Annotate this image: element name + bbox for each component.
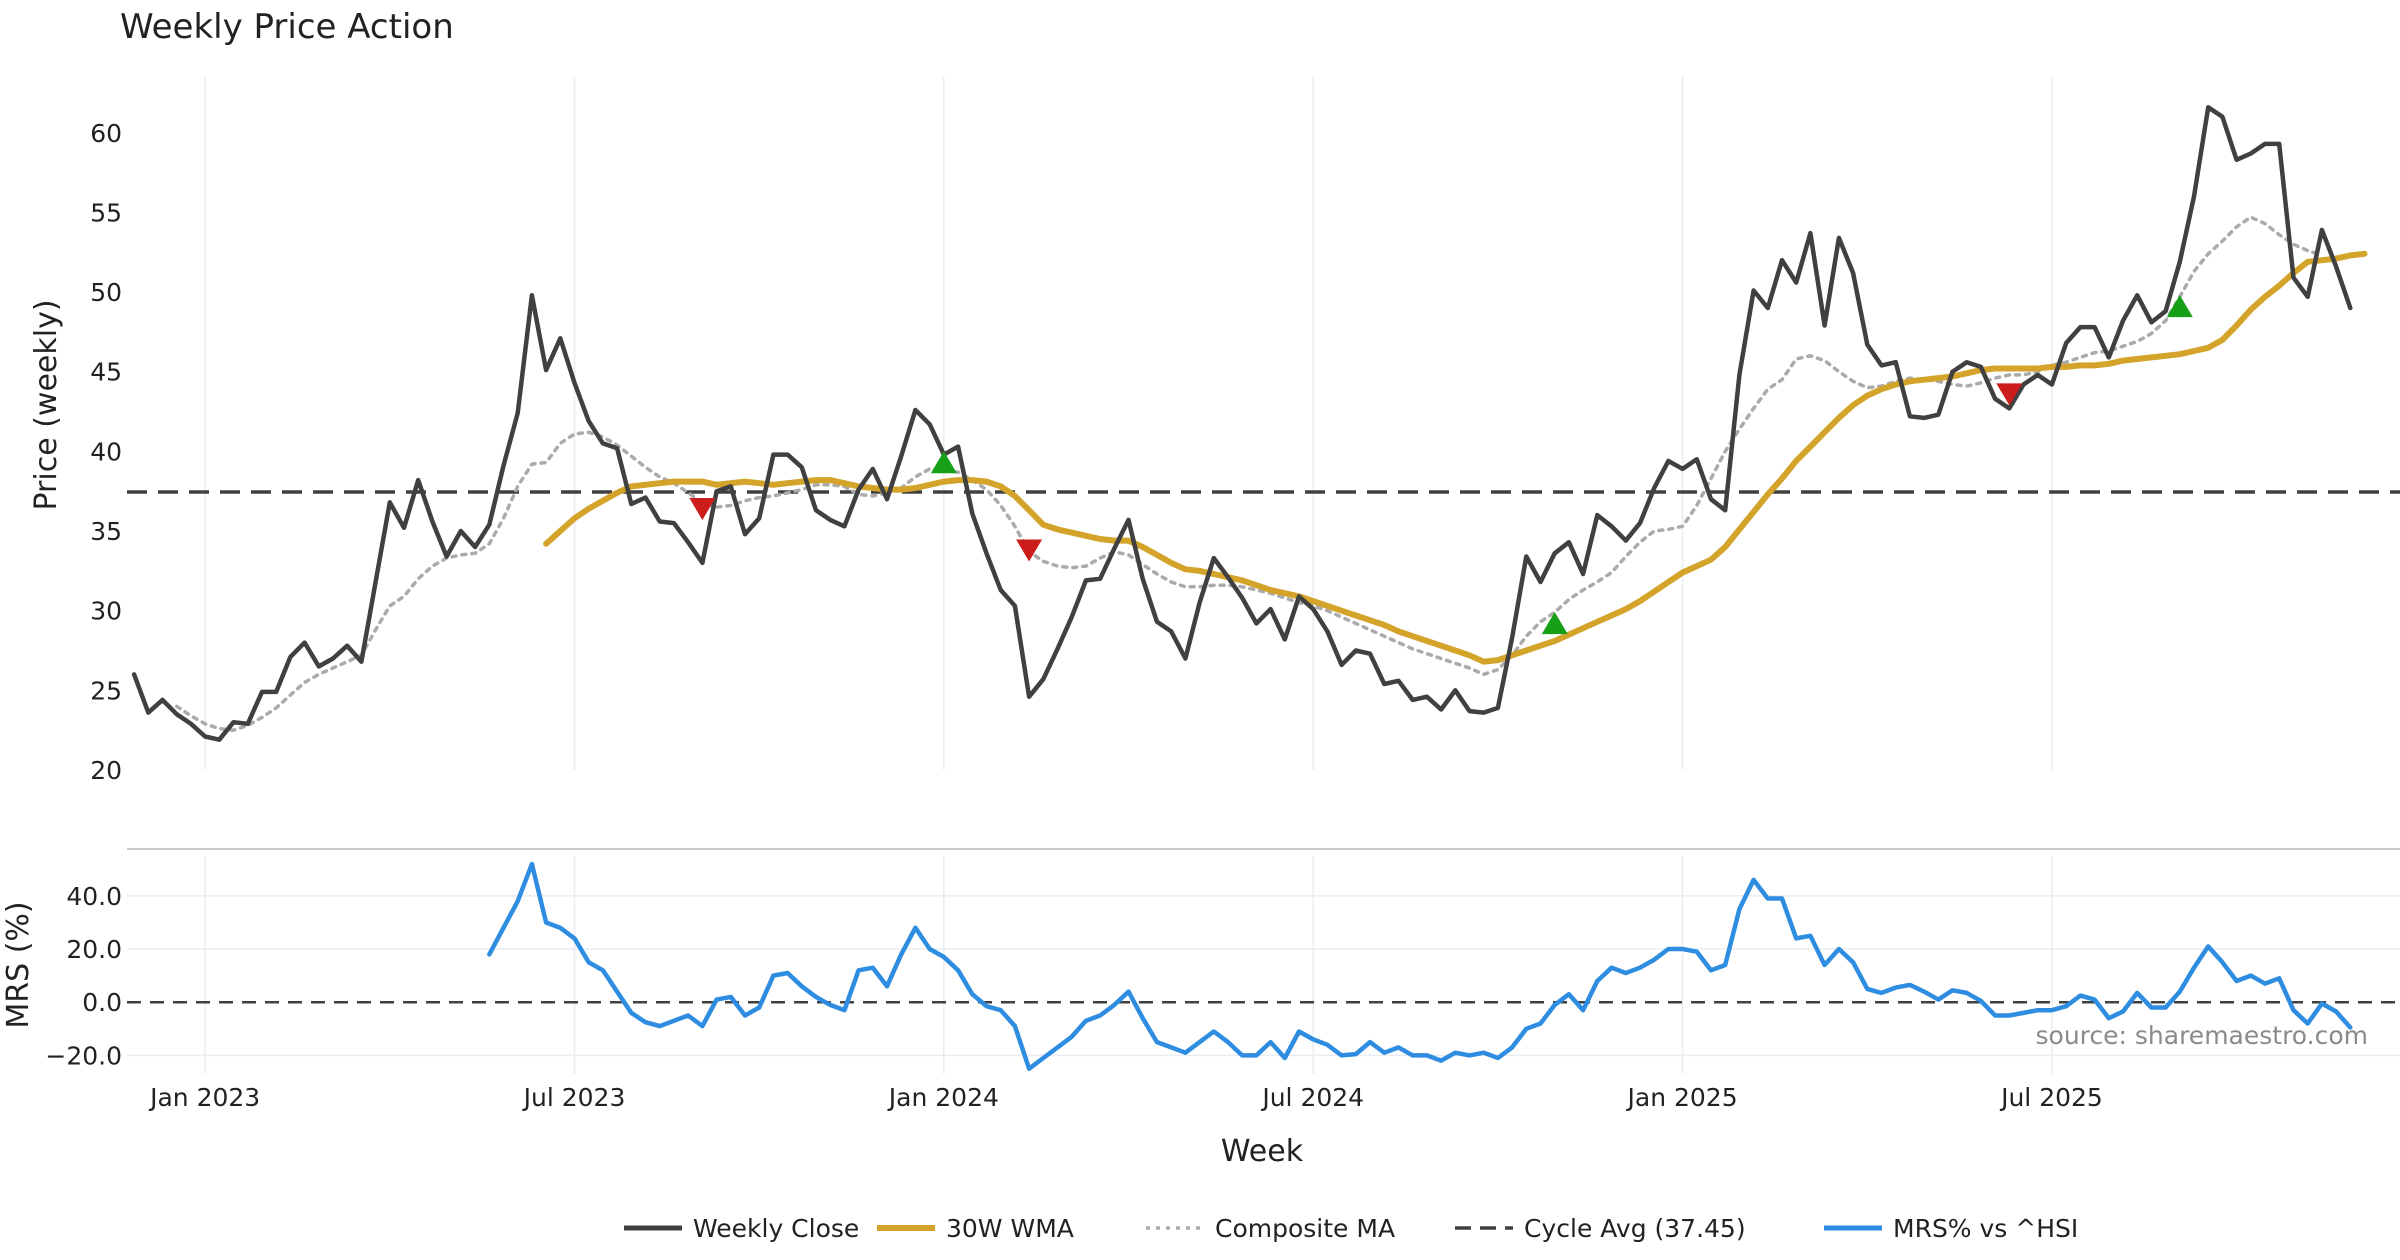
legend-label: MRS% vs ^HSI <box>1893 1214 2078 1243</box>
x-tick-label: Jan 2023 <box>148 1083 260 1112</box>
legend-label: Weekly Close <box>693 1214 859 1243</box>
price-y-axis-label: Price (weekly) <box>29 299 64 510</box>
price-y-ticks: 20 25 30 35 40 45 50 55 60 <box>90 119 122 785</box>
wma-30w-line <box>543 250 2368 665</box>
sell-signal-marker <box>1016 539 1043 562</box>
signal-markers <box>689 295 2193 635</box>
x-ticks: Jan 2023 Jul 2023 Jan 2024 Jul 2024 Jan 2025… <box>148 1083 2103 1112</box>
buy-signal-marker <box>930 451 957 474</box>
composite-ma-line <box>174 215 2324 732</box>
mrs-y-tick-label: 40.0 <box>66 882 122 911</box>
mrs-y-tick-label: 20.0 <box>66 935 122 964</box>
mrs-line <box>487 861 2353 1071</box>
x-tick-label: Jan 2024 <box>887 1083 999 1112</box>
price-grid <box>204 77 2053 770</box>
price-y-tick-label: 50 <box>90 278 122 307</box>
source-note: source: sharemaestro.com <box>2036 1021 2369 1050</box>
x-axis-label: Week <box>1221 1134 1304 1169</box>
mrs-series <box>487 861 2353 1071</box>
legend: Weekly Close 30W WMA Composite MA Cycle Avg… <box>624 1214 2078 1243</box>
price-y-tick-label: 45 <box>90 358 122 387</box>
weekly-close-line <box>131 105 2353 742</box>
x-tick-label: Jan 2025 <box>1626 1083 1738 1112</box>
sell-signal-marker <box>689 498 716 521</box>
mrs-y-axis-label: MRS (%) <box>1 901 36 1028</box>
mrs-y-ticks: −20.0 0.0 20.0 40.0 <box>45 882 122 1071</box>
mrs-y-tick-label: −20.0 <box>45 1041 122 1070</box>
buy-signal-marker <box>2166 295 2193 318</box>
price-y-tick-label: 25 <box>90 676 122 705</box>
buy-signal-marker <box>1541 612 1568 635</box>
price-y-tick-label: 40 <box>90 437 122 466</box>
mrs-y-tick-label: 0.0 <box>82 988 122 1017</box>
x-tick-label: Jul 2023 <box>522 1083 626 1112</box>
x-tick-label: Jul 2024 <box>1260 1083 1364 1112</box>
sell-signal-marker <box>1996 383 2023 406</box>
price-series <box>131 105 2368 742</box>
legend-label: Cycle Avg (37.45) <box>1524 1214 1746 1243</box>
chart-title: Weekly Price Action <box>120 7 454 47</box>
x-tick-label: Jul 2025 <box>1999 1083 2103 1112</box>
price-y-tick-label: 60 <box>90 119 122 148</box>
price-y-tick-label: 20 <box>90 756 122 785</box>
price-y-tick-label: 55 <box>90 198 122 227</box>
legend-label: 30W WMA <box>946 1214 1074 1243</box>
legend-label: Composite MA <box>1215 1214 1395 1243</box>
price-y-tick-label: 30 <box>90 597 122 626</box>
mrs-grid <box>127 856 2400 1074</box>
price-y-tick-label: 35 <box>90 517 122 546</box>
